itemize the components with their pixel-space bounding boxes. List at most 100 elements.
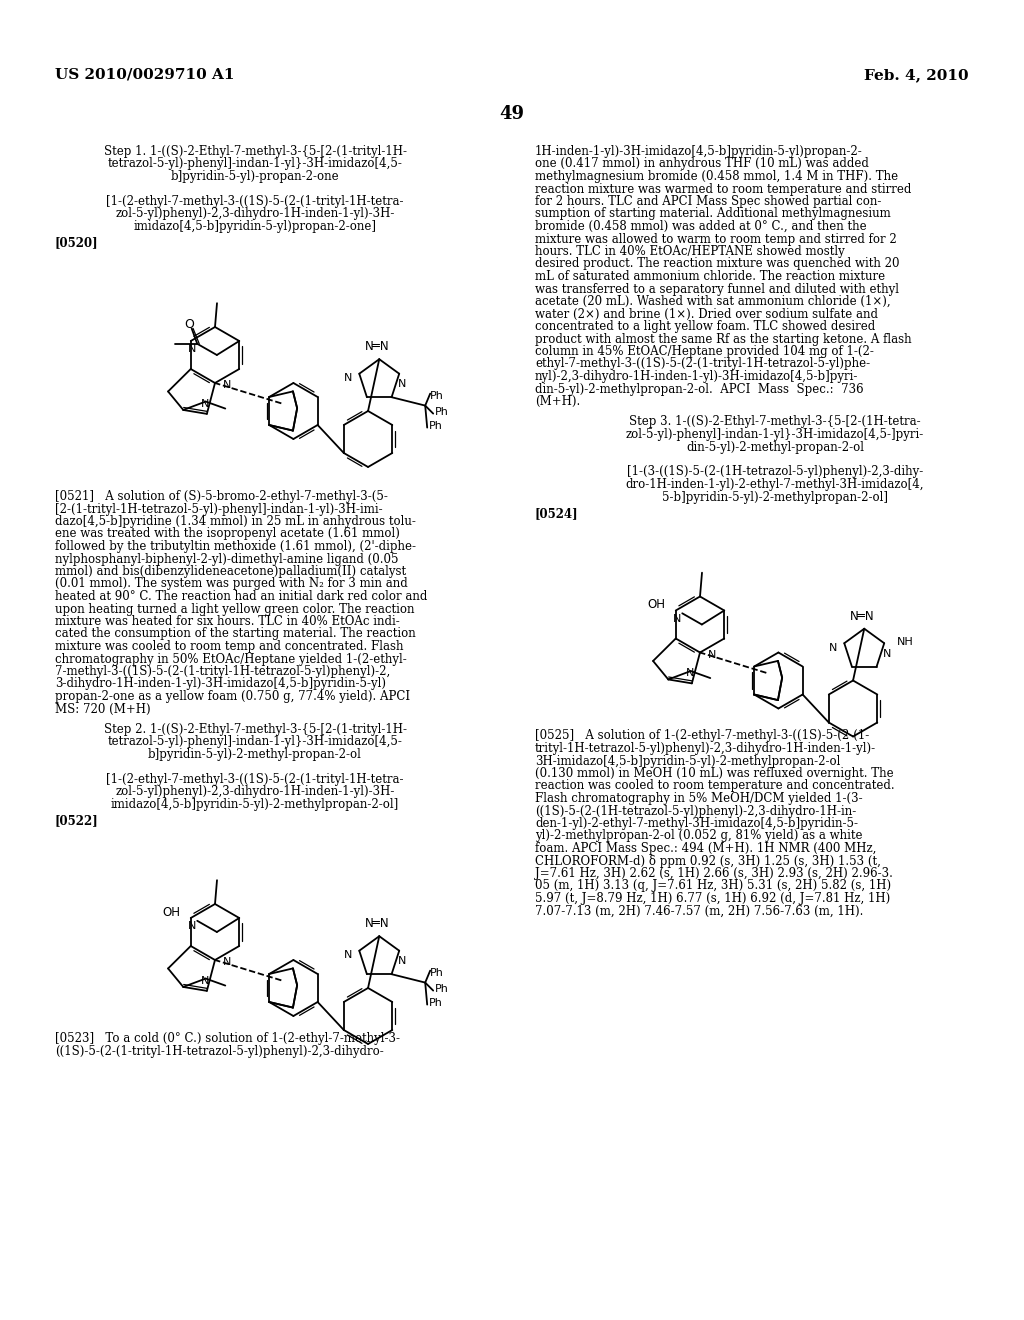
Text: ((1S)-5-(2-(1H-tetrazol-5-yl)phenyl)-2,3-dihydro-1H-in-: ((1S)-5-(2-(1H-tetrazol-5-yl)phenyl)-2,3… xyxy=(535,804,856,817)
Text: propan-2-one as a yellow foam (0.750 g, 77.4% yield). APCI: propan-2-one as a yellow foam (0.750 g, … xyxy=(55,690,411,704)
Text: concentrated to a light yellow foam. TLC showed desired: concentrated to a light yellow foam. TLC… xyxy=(535,319,876,333)
Text: dazo[4,5-b]pyridine (1.34 mmol) in 25 mL in anhydrous tolu-: dazo[4,5-b]pyridine (1.34 mmol) in 25 mL… xyxy=(55,515,416,528)
Text: sumption of starting material. Additional methylmagnesium: sumption of starting material. Additiona… xyxy=(535,207,891,220)
Text: Step 1. 1-((S)-2-Ethyl-7-methyl-3-{5-[2-(1-trityl-1H-: Step 1. 1-((S)-2-Ethyl-7-methyl-3-{5-[2-… xyxy=(103,145,407,158)
Text: N: N xyxy=(223,957,231,968)
Text: nylphosphanyl-biphenyl-2-yl)-dimethyl-amine ligand (0.05: nylphosphanyl-biphenyl-2-yl)-dimethyl-am… xyxy=(55,553,398,565)
Text: J=7.61 Hz, 3H) 2.62 (s, 1H) 2.66 (s, 3H) 2.93 (s, 2H) 2.96-3.: J=7.61 Hz, 3H) 2.62 (s, 1H) 2.66 (s, 3H)… xyxy=(535,867,893,880)
Text: tetrazol-5-yl)-phenyl]-indan-1-yl}-3H-imidazo[4,5-: tetrazol-5-yl)-phenyl]-indan-1-yl}-3H-im… xyxy=(108,735,402,748)
Text: ((1S)-5-(2-(1-trityl-1H-tetrazol-5-yl)phenyl)-2,3-dihydro-: ((1S)-5-(2-(1-trityl-1H-tetrazol-5-yl)ph… xyxy=(55,1044,384,1057)
Text: N: N xyxy=(708,649,717,660)
Text: Ph: Ph xyxy=(435,983,450,994)
Text: upon heating turned a light yellow green color. The reaction: upon heating turned a light yellow green… xyxy=(55,602,415,615)
Text: cated the consumption of the starting material. The reaction: cated the consumption of the starting ma… xyxy=(55,627,416,640)
Text: 3-dihydro-1H-inden-1-yl)-3H-imidazo[4,5-b]pyridin-5-yl): 3-dihydro-1H-inden-1-yl)-3H-imidazo[4,5-… xyxy=(55,677,386,690)
Text: column in 45% EtOAC/Heptane provided 104 mg of 1-(2-: column in 45% EtOAC/Heptane provided 104… xyxy=(535,345,873,358)
Text: was transferred to a separatory funnel and diluted with ethyl: was transferred to a separatory funnel a… xyxy=(535,282,899,296)
Text: [2-(1-trityl-1H-tetrazol-5-yl)-phenyl]-indan-1-yl)-3H-imi-: [2-(1-trityl-1H-tetrazol-5-yl)-phenyl]-i… xyxy=(55,503,383,516)
Text: reaction was cooled to room temperature and concentrated.: reaction was cooled to room temperature … xyxy=(535,780,895,792)
Text: tetrazol-5-yl)-phenyl]-indan-1-yl}-3H-imidazo[4,5-: tetrazol-5-yl)-phenyl]-indan-1-yl}-3H-im… xyxy=(108,157,402,170)
Text: hours. TLC in 40% EtOAc/HEPTANE showed mostly: hours. TLC in 40% EtOAc/HEPTANE showed m… xyxy=(535,246,845,257)
Text: Ph: Ph xyxy=(429,998,443,1007)
Text: bromide (0.458 mmol) was added at 0° C., and then the: bromide (0.458 mmol) was added at 0° C.,… xyxy=(535,220,866,234)
Text: heated at 90° C. The reaction had an initial dark red color and: heated at 90° C. The reaction had an ini… xyxy=(55,590,427,603)
Text: foam. APCI Mass Spec.: 494 (M+H). 1H NMR (400 MHz,: foam. APCI Mass Spec.: 494 (M+H). 1H NMR… xyxy=(535,842,877,855)
Text: US 2010/0029710 A1: US 2010/0029710 A1 xyxy=(55,69,234,82)
Text: N═N: N═N xyxy=(365,341,389,354)
Text: N: N xyxy=(344,374,352,383)
Text: [1-(2-ethyl-7-methyl-3-((1S)-5-(2-(1-trityl-1H-tetra-: [1-(2-ethyl-7-methyl-3-((1S)-5-(2-(1-tri… xyxy=(106,774,403,785)
Text: 5.97 (t, J=8.79 Hz, 1H) 6.77 (s, 1H) 6.92 (d, J=7.81 Hz, 1H): 5.97 (t, J=8.79 Hz, 1H) 6.77 (s, 1H) 6.9… xyxy=(535,892,890,906)
Text: Ph: Ph xyxy=(430,968,444,978)
Text: zol-5-yl)phenyl)-2,3-dihydro-1H-inden-1-yl)-3H-: zol-5-yl)phenyl)-2,3-dihydro-1H-inden-1-… xyxy=(116,785,394,799)
Text: Feb. 4, 2010: Feb. 4, 2010 xyxy=(864,69,969,82)
Text: N: N xyxy=(883,648,892,659)
Text: [1-(2-ethyl-7-methyl-3-((1S)-5-(2-(1-trityl-1H-tetra-: [1-(2-ethyl-7-methyl-3-((1S)-5-(2-(1-tri… xyxy=(106,195,403,209)
Text: reaction mixture was warmed to room temperature and stirred: reaction mixture was warmed to room temp… xyxy=(535,182,911,195)
Text: desired product. The reaction mixture was quenched with 20: desired product. The reaction mixture wa… xyxy=(535,257,899,271)
Text: zol-5-yl)phenyl)-2,3-dihydro-1H-inden-1-yl)-3H-: zol-5-yl)phenyl)-2,3-dihydro-1H-inden-1-… xyxy=(116,207,394,220)
Text: 1H-inden-1-yl)-3H-imidazo[4,5-b]pyridin-5-yl)propan-2-: 1H-inden-1-yl)-3H-imidazo[4,5-b]pyridin-… xyxy=(535,145,863,158)
Text: 3H-imidazo[4,5-b]pyridin-5-yl)-2-methylpropan-2-ol: 3H-imidazo[4,5-b]pyridin-5-yl)-2-methylp… xyxy=(535,755,841,767)
Text: Flash chromatography in 5% MeOH/DCM yielded 1-(3-: Flash chromatography in 5% MeOH/DCM yiel… xyxy=(535,792,862,805)
Text: [0520]: [0520] xyxy=(55,236,98,249)
Text: acetate (20 mL). Washed with sat ammonium chloride (1×),: acetate (20 mL). Washed with sat ammoniu… xyxy=(535,294,891,308)
Text: mmol) and bis(dibenzylideneacetone)palladium(II) catalyst: mmol) and bis(dibenzylideneacetone)palla… xyxy=(55,565,407,578)
Text: water (2×) and brine (1×). Dried over sodium sulfate and: water (2×) and brine (1×). Dried over so… xyxy=(535,308,878,321)
Text: methylmagnesium bromide (0.458 mmol, 1.4 M in THF). The: methylmagnesium bromide (0.458 mmol, 1.4… xyxy=(535,170,898,183)
Text: (M+H).: (M+H). xyxy=(535,395,581,408)
Text: chromatography in 50% EtOAc/Heptane yielded 1-(2-ethyl-: chromatography in 50% EtOAc/Heptane yiel… xyxy=(55,652,407,665)
Text: CHLOROFORM-d) δ ppm 0.92 (s, 3H) 1.25 (s, 3H) 1.53 (t,: CHLOROFORM-d) δ ppm 0.92 (s, 3H) 1.25 (s… xyxy=(535,854,881,867)
Text: nyl)-2,3-dihydro-1H-inden-1-yl)-3H-imidazo[4,5-b]pyri-: nyl)-2,3-dihydro-1H-inden-1-yl)-3H-imida… xyxy=(535,370,858,383)
Text: N: N xyxy=(201,399,209,409)
Text: N═N: N═N xyxy=(850,610,874,623)
Text: OH: OH xyxy=(647,598,666,611)
Text: OH: OH xyxy=(163,906,180,919)
Text: trityl-1H-tetrazol-5-yl)phenyl)-2,3-dihydro-1H-inden-1-yl)-: trityl-1H-tetrazol-5-yl)phenyl)-2,3-dihy… xyxy=(535,742,877,755)
Text: b]pyridin-5-yl)-2-methyl-propan-2-ol: b]pyridin-5-yl)-2-methyl-propan-2-ol xyxy=(148,748,361,762)
Text: [0521]   A solution of (S)-5-bromo-2-ethyl-7-methyl-3-(5-: [0521] A solution of (S)-5-bromo-2-ethyl… xyxy=(55,490,388,503)
Text: N: N xyxy=(686,668,694,678)
Text: mL of saturated ammonium chloride. The reaction mixture: mL of saturated ammonium chloride. The r… xyxy=(535,271,885,282)
Text: N: N xyxy=(187,921,196,931)
Text: N: N xyxy=(344,950,352,960)
Text: one (0.417 mmol) in anhydrous THF (10 mL) was added: one (0.417 mmol) in anhydrous THF (10 mL… xyxy=(535,157,869,170)
Text: Step 2. 1-((S)-2-Ethyl-7-methyl-3-{5-[2-(1-trityl-1H-: Step 2. 1-((S)-2-Ethyl-7-methyl-3-{5-[2-… xyxy=(103,723,407,737)
Text: N: N xyxy=(223,380,231,389)
Text: N: N xyxy=(673,614,681,623)
Text: O: O xyxy=(184,318,194,331)
Text: ethyl-7-methyl-3-((1S)-5-(2-(1-trityl-1H-tetrazol-5-yl)phe-: ethyl-7-methyl-3-((1S)-5-(2-(1-trityl-1H… xyxy=(535,358,870,371)
Text: [0522]: [0522] xyxy=(55,814,98,828)
Text: 05 (m, 1H) 3.13 (q, J=7.61 Hz, 3H) 5.31 (s, 2H) 5.82 (s, 1H): 05 (m, 1H) 3.13 (q, J=7.61 Hz, 3H) 5.31 … xyxy=(535,879,891,892)
Text: din-5-yl)-2-methyl-propan-2-ol: din-5-yl)-2-methyl-propan-2-ol xyxy=(686,441,864,454)
Text: (0.01 mmol). The system was purged with N₂ for 3 min and: (0.01 mmol). The system was purged with … xyxy=(55,578,408,590)
Text: (0.130 mmol) in MeOH (10 mL) was refluxed overnight. The: (0.130 mmol) in MeOH (10 mL) was refluxe… xyxy=(535,767,894,780)
Text: Ph: Ph xyxy=(435,407,450,417)
Text: yl)-2-methylpropan-2-ol (0.052 g, 81% yield) as a white: yl)-2-methylpropan-2-ol (0.052 g, 81% yi… xyxy=(535,829,862,842)
Text: [0525]   A solution of 1-(2-ethyl-7-methyl-3-((1S)-5-(2-(1-: [0525] A solution of 1-(2-ethyl-7-methyl… xyxy=(535,730,869,742)
Text: mixture was allowed to warm to room temp and stirred for 2: mixture was allowed to warm to room temp… xyxy=(535,232,897,246)
Text: Step 3. 1-((S)-2-Ethyl-7-methyl-3-{5-[2-(1H-tetra-: Step 3. 1-((S)-2-Ethyl-7-methyl-3-{5-[2-… xyxy=(629,416,921,429)
Text: dro-1H-inden-1-yl)-2-ethyl-7-methyl-3H-imidazo[4,: dro-1H-inden-1-yl)-2-ethyl-7-methyl-3H-i… xyxy=(626,478,925,491)
Text: NH: NH xyxy=(897,636,914,647)
Text: N: N xyxy=(829,643,838,652)
Text: [1-(3-((1S)-5-(2-(1H-tetrazol-5-yl)phenyl)-2,3-dihy-: [1-(3-((1S)-5-(2-(1H-tetrazol-5-yl)pheny… xyxy=(627,466,923,479)
Text: N: N xyxy=(201,975,209,986)
Text: product with almost the same Rf as the starting ketone. A flash: product with almost the same Rf as the s… xyxy=(535,333,911,346)
Text: Ph: Ph xyxy=(430,391,444,400)
Text: imidazo[4,5-b]pyridin-5-yl)propan-2-one]: imidazo[4,5-b]pyridin-5-yl)propan-2-one] xyxy=(133,220,377,234)
Text: [0523]   To a cold (0° C.) solution of 1-(2-ethyl-7-methyl-3-: [0523] To a cold (0° C.) solution of 1-(… xyxy=(55,1032,400,1045)
Text: 7.07-7.13 (m, 2H) 7.46-7.57 (m, 2H) 7.56-7.63 (m, 1H).: 7.07-7.13 (m, 2H) 7.46-7.57 (m, 2H) 7.56… xyxy=(535,904,863,917)
Text: for 2 hours. TLC and APCI Mass Spec showed partial con-: for 2 hours. TLC and APCI Mass Spec show… xyxy=(535,195,882,209)
Text: zol-5-yl)-phenyl]-indan-1-yl}-3H-imidazo[4,5-]pyri-: zol-5-yl)-phenyl]-indan-1-yl}-3H-imidazo… xyxy=(626,428,924,441)
Text: den-1-yl)-2-ethyl-7-methyl-3H-imidazo[4,5-b]pyridin-5-: den-1-yl)-2-ethyl-7-methyl-3H-imidazo[4,… xyxy=(535,817,858,830)
Text: followed by the tributyltin methoxide (1.61 mmol), (2'-diphe-: followed by the tributyltin methoxide (1… xyxy=(55,540,416,553)
Text: ene was treated with the isopropenyl acetate (1.61 mmol): ene was treated with the isopropenyl ace… xyxy=(55,528,400,540)
Text: [0524]: [0524] xyxy=(535,507,579,520)
Text: Ph: Ph xyxy=(429,421,443,430)
Text: N═N: N═N xyxy=(365,917,389,931)
Text: din-5-yl)-2-methylpropan-2-ol.  APCI  Mass  Spec.:  736: din-5-yl)-2-methylpropan-2-ol. APCI Mass… xyxy=(535,383,863,396)
Text: mixture was cooled to room temp and concentrated. Flash: mixture was cooled to room temp and conc… xyxy=(55,640,403,653)
Text: N: N xyxy=(398,379,407,389)
Text: N: N xyxy=(398,956,407,966)
